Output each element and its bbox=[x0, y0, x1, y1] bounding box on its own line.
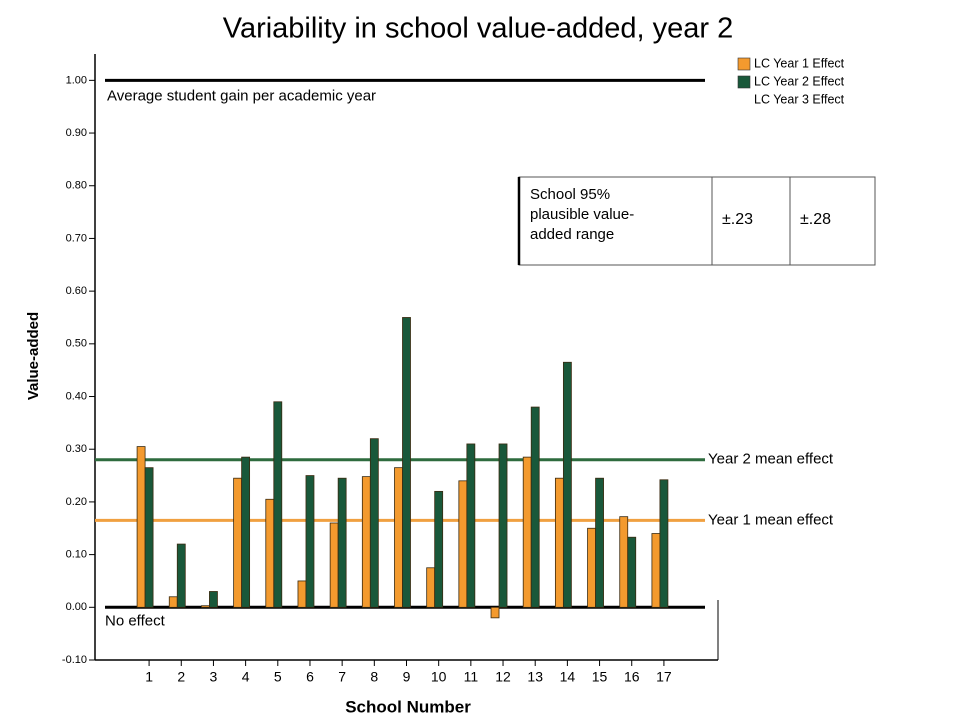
y-axis-label: Value-added bbox=[25, 312, 42, 400]
x-tick-label: 2 bbox=[177, 669, 185, 685]
x-tick-label: 5 bbox=[274, 669, 282, 685]
bar bbox=[619, 516, 629, 608]
bar bbox=[361, 476, 371, 608]
bar bbox=[241, 456, 251, 608]
bar bbox=[562, 361, 572, 608]
y-tick-label: -0.10 bbox=[62, 654, 87, 666]
x-axis-label: School Number bbox=[345, 697, 471, 716]
x-tick-label: 14 bbox=[560, 669, 576, 685]
bar bbox=[659, 479, 669, 608]
y-tick-label: 0.80 bbox=[66, 180, 87, 192]
bar bbox=[554, 477, 564, 608]
x-tick-label: 1 bbox=[145, 669, 153, 685]
bar bbox=[233, 477, 243, 608]
bar bbox=[329, 522, 339, 608]
bar bbox=[305, 475, 315, 608]
bar bbox=[530, 406, 540, 608]
annotation-label: School 95% plausible value-added range bbox=[530, 186, 634, 243]
reference-label: Year 1 mean effect bbox=[708, 511, 834, 528]
x-tick-label: 10 bbox=[431, 669, 447, 685]
x-tick-label: 12 bbox=[495, 669, 511, 685]
bar bbox=[595, 477, 604, 608]
bar bbox=[466, 443, 476, 608]
bar bbox=[426, 567, 436, 608]
y-tick-label: 0.40 bbox=[66, 390, 87, 402]
legend-label: LC Year 1 Effect bbox=[754, 56, 845, 70]
bar bbox=[627, 536, 637, 608]
bar bbox=[168, 596, 178, 608]
x-tick-label: 6 bbox=[306, 669, 314, 685]
y-tick-label: 0.10 bbox=[66, 549, 87, 561]
legend-label: LC Year 2 Effect bbox=[754, 74, 845, 88]
bar bbox=[587, 527, 596, 608]
x-tick-label: 17 bbox=[656, 669, 672, 685]
x-tick-label: 9 bbox=[403, 669, 411, 685]
y-tick-label: 0.70 bbox=[66, 232, 87, 244]
bar bbox=[490, 606, 500, 619]
bar bbox=[498, 443, 508, 608]
reference-label: Average student gain per academic year bbox=[107, 87, 376, 104]
chart-title: Variability in school value-added, year … bbox=[223, 13, 733, 45]
x-tick-label: 8 bbox=[370, 669, 378, 685]
bar bbox=[144, 467, 154, 608]
legend-swatch bbox=[737, 57, 751, 71]
bar bbox=[394, 467, 403, 608]
x-tick-label: 16 bbox=[624, 669, 640, 685]
y-tick-label: 0.20 bbox=[66, 496, 87, 508]
bar bbox=[458, 480, 468, 608]
bar bbox=[176, 543, 186, 608]
reference-label: No effect bbox=[105, 612, 166, 629]
bar bbox=[201, 605, 210, 608]
bar bbox=[265, 498, 275, 608]
y-tick-label: 1.00 bbox=[66, 74, 87, 86]
annotation-cell: ±.23 bbox=[722, 211, 753, 228]
y-tick-label: 0.00 bbox=[66, 601, 87, 613]
annotation-box bbox=[518, 176, 876, 266]
bar bbox=[273, 401, 283, 608]
x-tick-label: 7 bbox=[338, 669, 346, 685]
legend-swatch bbox=[737, 75, 751, 89]
x-tick-label: 13 bbox=[527, 669, 543, 685]
reference-label: Year 2 mean effect bbox=[708, 451, 834, 468]
y-tick-label: 0.50 bbox=[66, 338, 87, 350]
bar bbox=[297, 580, 307, 608]
x-tick-label: 4 bbox=[242, 669, 250, 685]
bar bbox=[651, 533, 661, 608]
bar bbox=[136, 446, 146, 608]
x-tick-label: 15 bbox=[592, 669, 608, 685]
bar bbox=[337, 477, 347, 608]
x-tick-label: 3 bbox=[210, 669, 218, 685]
y-tick-label: 0.30 bbox=[66, 443, 87, 455]
bar bbox=[434, 490, 444, 608]
bar bbox=[369, 438, 379, 608]
y-tick-label: 0.90 bbox=[66, 127, 87, 139]
bar bbox=[209, 591, 218, 608]
x-tick-label: 11 bbox=[464, 669, 479, 685]
bar bbox=[402, 317, 411, 608]
y-tick-label: 0.60 bbox=[66, 285, 87, 297]
bar bbox=[522, 456, 532, 608]
annotation-cell: ±.28 bbox=[800, 211, 831, 228]
legend-label: LC Year 3 Effect bbox=[754, 92, 845, 106]
